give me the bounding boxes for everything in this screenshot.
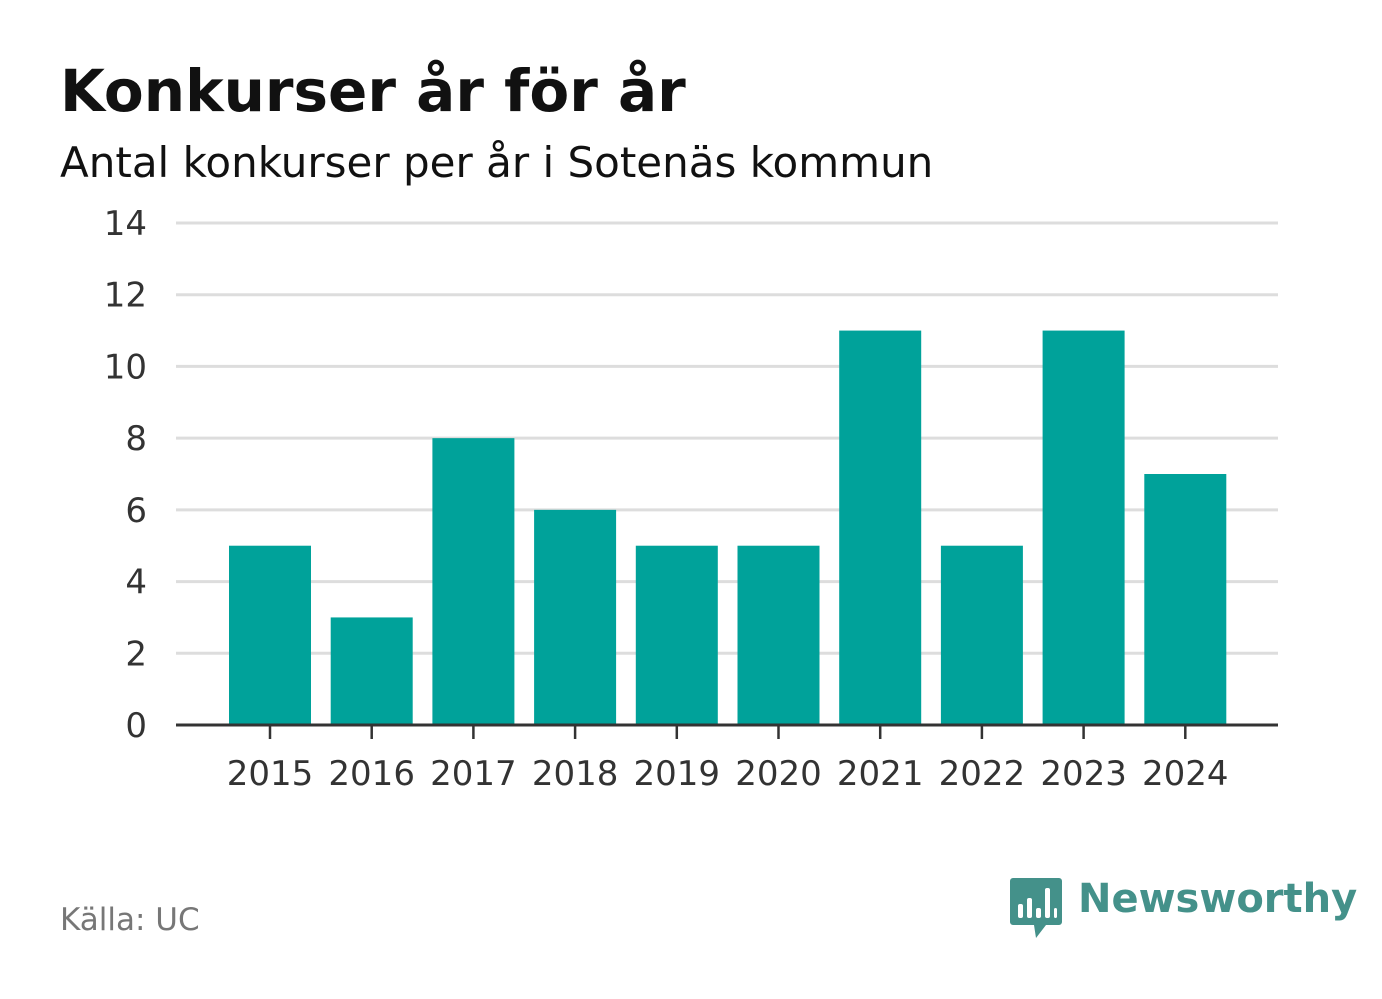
- bar-2020: [737, 545, 820, 725]
- x-tick-label: 2019: [634, 754, 721, 794]
- x-tick-label: 2023: [1040, 754, 1127, 794]
- x-tick-label: 2024: [1142, 754, 1229, 794]
- chart-subtitle: Antal konkurser per år i Sotenäs kommun: [60, 138, 934, 187]
- bar-2021: [839, 330, 922, 725]
- bar-2024: [1144, 474, 1227, 725]
- y-axis-ticks: 0 2 4 6 8 10 12 14: [104, 204, 147, 746]
- bar-2023: [1042, 330, 1125, 725]
- y-tick-label: 8: [125, 419, 147, 459]
- newsworthy-logo: Newsworthy: [1010, 878, 1357, 940]
- bar-2022: [940, 545, 1023, 725]
- bar-2015: [229, 545, 311, 725]
- y-tick-label: 0: [125, 706, 147, 746]
- y-tick-label: 10: [104, 347, 147, 387]
- y-tick-label: 14: [104, 204, 147, 244]
- x-tick-label: 2020: [735, 754, 822, 794]
- x-tick-label: 2017: [430, 754, 517, 794]
- y-tick-label: 4: [125, 563, 147, 603]
- bar-chart-speech-bubble-icon: [1010, 878, 1062, 938]
- bar-2019: [635, 545, 718, 725]
- x-tick-label: 2016: [328, 754, 415, 794]
- x-axis-ticks: 2015 2016 2017 2018 2019 2020 2021 2022 2023 2024: [227, 725, 1229, 794]
- bars: [229, 330, 1227, 725]
- source-note: Källa: UC: [60, 902, 200, 938]
- x-tick-label: 2015: [227, 754, 314, 794]
- y-tick-label: 12: [104, 276, 147, 316]
- y-tick-label: 6: [125, 491, 147, 531]
- y-tick-label: 2: [125, 634, 147, 674]
- bar-2016: [330, 617, 413, 725]
- x-tick-label: 2018: [532, 754, 619, 794]
- x-tick-label: 2021: [837, 754, 924, 794]
- bar-2017: [432, 438, 515, 725]
- x-tick-label: 2022: [939, 754, 1026, 794]
- bar-2018: [534, 509, 617, 725]
- chart-title: Konkurser år för år: [60, 57, 686, 125]
- logo-text: Newsworthy: [1078, 876, 1358, 922]
